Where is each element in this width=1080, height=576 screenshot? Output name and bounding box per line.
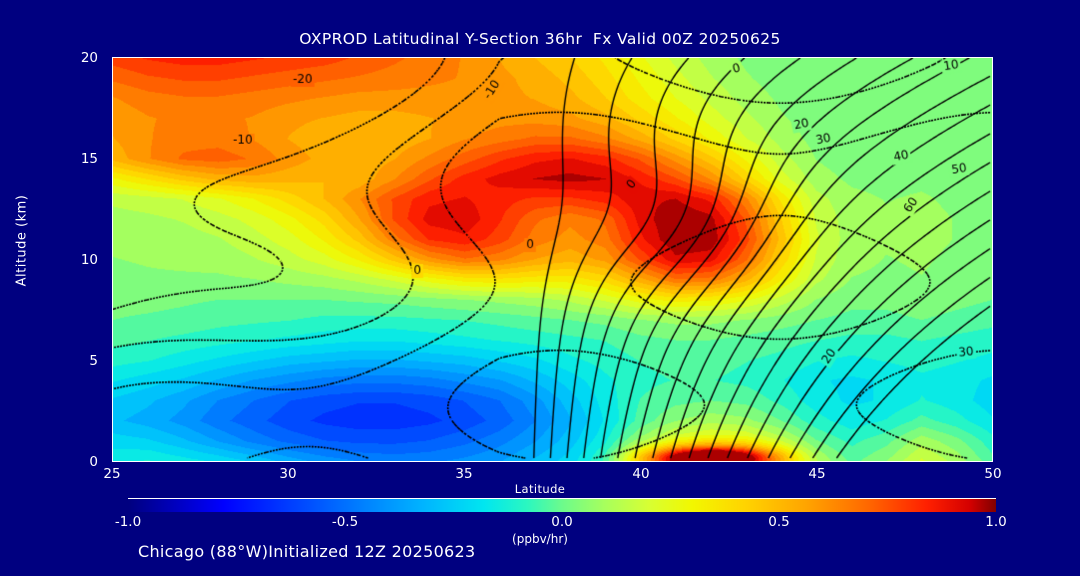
cbar-tick-poshalf: 0.5 — [768, 514, 790, 530]
cbar-tick-max: 1.0 — [985, 514, 1007, 530]
y-tick-20: 20 — [80, 50, 98, 66]
colorbar-units-label: (ppbv/hr) — [512, 532, 568, 546]
cross-section-plot[interactable] — [112, 57, 993, 462]
y-tick-0: 0 — [89, 454, 98, 470]
cbar-tick-zero: 0.0 — [551, 514, 573, 530]
x-tick-45: 45 — [808, 466, 826, 482]
y-axis: Altitude (km) — [0, 57, 40, 462]
x-tick-35: 35 — [455, 466, 473, 482]
x-tick-30: 30 — [279, 466, 297, 482]
x-tick-50: 50 — [984, 466, 1002, 482]
y-axis-label: Altitude (km) — [14, 194, 30, 287]
cbar-tick-min: -1.0 — [114, 514, 142, 530]
y-tick-10: 10 — [80, 252, 98, 268]
page-title: OXPROD Latitudinal Y-Section 36hr Fx Val… — [299, 30, 781, 48]
x-tick-40: 40 — [632, 466, 650, 482]
x-tick-25: 25 — [103, 466, 121, 482]
cbar-tick-neghalf: -0.5 — [331, 514, 359, 530]
y-tick-15: 15 — [80, 151, 98, 167]
y-tick-5: 5 — [89, 353, 98, 369]
colorbar[interactable] — [128, 498, 996, 512]
heatmap-canvas — [113, 58, 992, 461]
figure-caption: Chicago (88°W)Initialized 12Z 20250623 — [138, 542, 476, 561]
x-axis-label: Latitude — [514, 482, 566, 496]
